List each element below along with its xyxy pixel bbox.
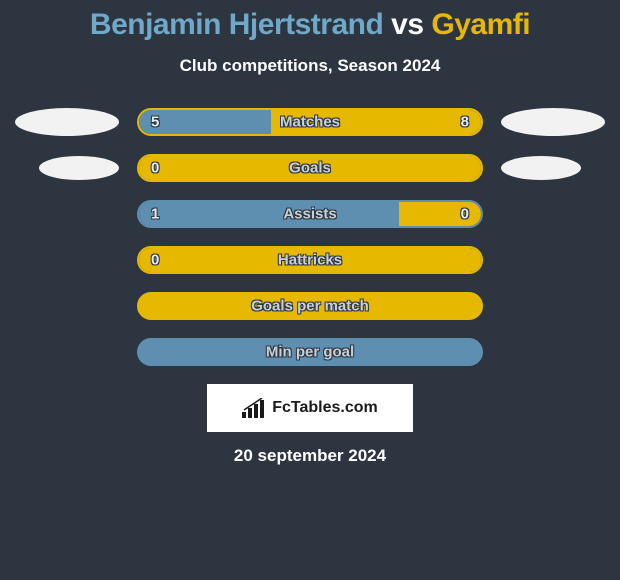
stat-row: Min per goal	[0, 338, 620, 366]
stat-row: Hattricks 0	[0, 246, 620, 274]
title-vs: vs	[391, 8, 423, 41]
stat-bar: Assists 1 0	[137, 200, 483, 228]
stat-bar: Goals per match	[137, 292, 483, 320]
player2-photo-placeholder	[501, 108, 605, 136]
stat-label: Hattricks	[278, 252, 342, 269]
stat-value-right: 0	[461, 206, 469, 223]
stat-bar: Min per goal	[137, 338, 483, 366]
stat-bar: Goals 0	[137, 154, 483, 182]
player2-photo-placeholder	[501, 156, 581, 180]
stat-value-left: 1	[151, 206, 159, 223]
stat-value-left: 0	[151, 252, 159, 269]
title-player2: Gyamfi	[431, 8, 530, 41]
stat-bar: Hattricks 0	[137, 246, 483, 274]
title-player1: Benjamin Hjertstrand	[90, 8, 383, 41]
subtitle: Club competitions, Season 2024	[0, 56, 620, 76]
page-title: Benjamin Hjertstrand vs Gyamfi	[0, 8, 620, 42]
stat-row: Assists 1 0	[0, 200, 620, 228]
stat-row: Matches 5 8	[0, 108, 620, 136]
stat-label: Goals per match	[251, 298, 369, 315]
player1-photo-placeholder	[15, 108, 119, 136]
date-label: 20 september 2024	[0, 446, 620, 466]
stat-bar: Matches 5 8	[137, 108, 483, 136]
stat-value-left: 0	[151, 160, 159, 177]
stat-label: Assists	[283, 206, 336, 223]
player1-photo-placeholder	[39, 156, 119, 180]
stat-label: Matches	[280, 114, 340, 131]
stat-row: Goals 0	[0, 154, 620, 182]
stat-value-left: 5	[151, 114, 159, 131]
badge-text: FcTables.com	[272, 399, 378, 417]
stat-row: Goals per match	[0, 292, 620, 320]
stat-value-right: 8	[461, 114, 469, 131]
fctables-badge: FcTables.com	[207, 384, 413, 432]
stat-label: Min per goal	[266, 344, 354, 361]
stat-label: Goals	[289, 160, 331, 177]
chart-icon	[242, 398, 266, 418]
